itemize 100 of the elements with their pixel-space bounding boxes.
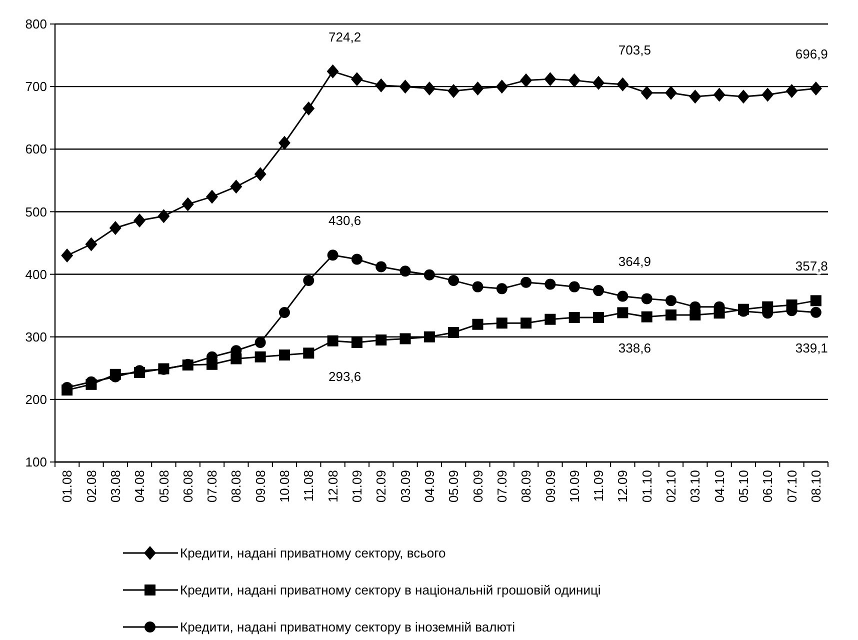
point <box>520 73 532 88</box>
point <box>327 250 338 261</box>
annotation: 696,9 <box>795 46 828 62</box>
point <box>206 190 218 204</box>
x-tick-label: 08.10 <box>808 470 824 503</box>
point <box>399 80 412 94</box>
point <box>351 336 362 348</box>
point <box>617 290 628 302</box>
point <box>786 84 798 98</box>
x-tick-label: 10.09 <box>566 470 582 503</box>
point <box>376 334 387 346</box>
point <box>520 318 532 329</box>
legend-label: Кредити, надані приватному сектору в національній грошовій одиниці <box>180 582 601 598</box>
point <box>254 336 266 348</box>
point <box>689 90 702 104</box>
point <box>134 213 146 228</box>
x-tick-label: 06.10 <box>760 470 776 503</box>
point <box>448 84 460 98</box>
point <box>158 209 170 224</box>
legend-label: Кредити, надані приватному сектору, всього <box>180 546 446 561</box>
x-tick-label: 07.09 <box>494 470 510 503</box>
x-tick-label: 07.10 <box>784 470 800 503</box>
y-tick-label: 600 <box>25 142 47 157</box>
point <box>61 248 74 263</box>
x-tick-label: 09.08 <box>252 470 268 503</box>
point <box>568 312 580 323</box>
point <box>278 136 290 150</box>
x-tick-label: 02.08 <box>84 470 99 503</box>
point <box>496 283 508 294</box>
x-tick-label: 03.08 <box>108 470 123 503</box>
point <box>713 88 726 102</box>
point <box>568 281 580 292</box>
y-tick-label: 400 <box>25 266 47 282</box>
point <box>448 326 460 338</box>
x-tick-label: 01.09 <box>350 470 365 503</box>
point <box>254 351 266 362</box>
x-tick-label: 08.09 <box>518 470 534 503</box>
point <box>350 72 363 86</box>
annotation: 364,9 <box>618 254 651 270</box>
x-tick-label: 12.09 <box>615 470 630 503</box>
x-tick-label: 03.09 <box>398 470 413 503</box>
y-tick-label: 100 <box>25 454 47 470</box>
point <box>182 197 194 212</box>
x-tick-label: 05.08 <box>156 470 172 503</box>
annotation: 724,2 <box>328 29 362 44</box>
point <box>400 266 411 277</box>
x-tick-label: 01.10 <box>639 470 654 503</box>
x-tick-label: 05.09 <box>446 470 462 503</box>
annotation: 338,6 <box>618 340 651 356</box>
x-tick-label: 03.10 <box>688 470 703 503</box>
x-tick-label: 11.08 <box>301 470 316 502</box>
point <box>230 180 242 194</box>
point <box>641 311 652 322</box>
point <box>85 237 98 252</box>
point <box>593 285 604 296</box>
y-tick-label: 300 <box>25 329 47 344</box>
point <box>593 312 604 323</box>
point <box>472 81 484 96</box>
point <box>810 295 822 306</box>
x-tick-label: 11.09 <box>591 470 606 502</box>
point <box>302 101 315 116</box>
x-tick-label: 07.08 <box>204 470 220 503</box>
y-tick-label: 700 <box>25 79 47 94</box>
annotation: 293,6 <box>328 368 362 384</box>
y-tick-label: 800 <box>25 16 47 32</box>
y-tick-label: 200 <box>25 392 47 407</box>
x-tick-label: 05.10 <box>736 470 752 503</box>
x-tick-label: 02.10 <box>664 470 679 503</box>
point <box>641 293 652 304</box>
point <box>568 73 580 88</box>
point <box>640 86 653 100</box>
point <box>520 276 532 288</box>
annotation: 339,1 <box>795 340 828 356</box>
point <box>762 88 774 102</box>
point <box>327 335 338 346</box>
point <box>448 275 460 286</box>
point <box>376 261 387 272</box>
legend-label: Кредити, надані приватному сектору в іноземній валюті <box>180 620 516 635</box>
annotation: 430,6 <box>328 213 362 228</box>
point <box>375 78 388 92</box>
x-tick-label: 10.08 <box>277 470 292 503</box>
x-tick-label: 09.09 <box>542 470 558 503</box>
point <box>496 80 508 94</box>
point <box>109 220 122 235</box>
point <box>810 82 822 96</box>
point <box>400 333 411 344</box>
point <box>810 306 822 318</box>
point <box>616 77 629 92</box>
annotation: 357,8 <box>795 258 828 274</box>
annotation: 703,5 <box>618 42 651 58</box>
point <box>472 318 484 330</box>
x-tick-label: 01.08 <box>60 470 75 503</box>
point <box>665 295 676 306</box>
x-tick-label: 04.10 <box>712 470 727 503</box>
point <box>351 254 362 265</box>
point <box>617 307 628 318</box>
point <box>592 76 605 90</box>
point <box>665 309 676 320</box>
x-tick-label: 02.09 <box>374 470 389 503</box>
point <box>544 72 556 86</box>
